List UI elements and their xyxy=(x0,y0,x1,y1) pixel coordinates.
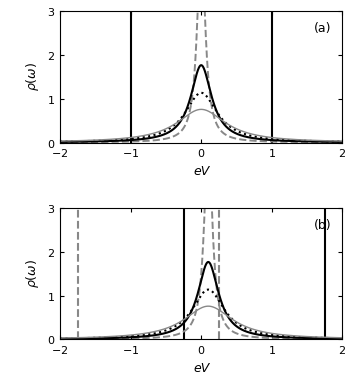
Y-axis label: $\rho(\omega)$: $\rho(\omega)$ xyxy=(24,62,41,92)
Text: (b): (b) xyxy=(314,219,331,231)
Y-axis label: $\rho(\omega)$: $\rho(\omega)$ xyxy=(24,259,41,288)
X-axis label: eV: eV xyxy=(193,165,209,178)
X-axis label: eV: eV xyxy=(193,362,209,375)
Text: (a): (a) xyxy=(314,22,331,35)
